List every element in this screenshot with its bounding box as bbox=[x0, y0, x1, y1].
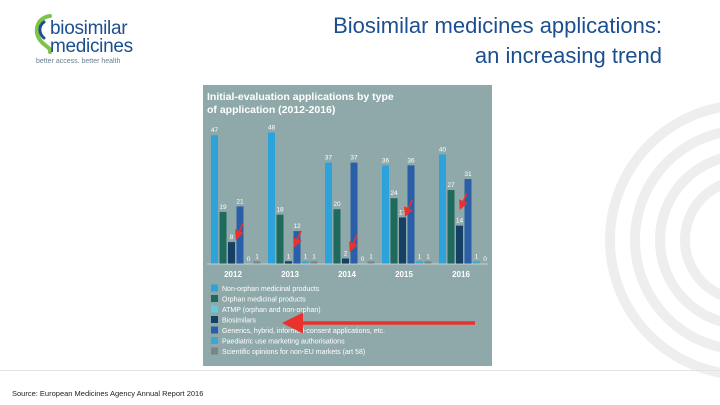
bar-label-2013-s6: 1 bbox=[312, 253, 316, 260]
legend-label-4: Generics, hybrid, informed-consent appli… bbox=[222, 328, 385, 335]
category-label-2013: 2013 bbox=[281, 270, 299, 279]
category-label-2015: 2015 bbox=[395, 270, 413, 279]
bar-label-2015-s3: 17 bbox=[399, 209, 407, 216]
legend-label-1: Orphan medicinal products bbox=[222, 297, 306, 304]
bar-2015-s0 bbox=[382, 165, 389, 264]
bar-2013-s3 bbox=[285, 261, 292, 264]
legend-swatch-1 bbox=[211, 295, 218, 302]
bar-2012-s6 bbox=[253, 261, 261, 264]
bar-label-2014-s3: 2 bbox=[344, 251, 348, 258]
bar-2015-s6 bbox=[424, 261, 432, 264]
bar-2013-s6 bbox=[310, 261, 318, 264]
legend-swatch-6 bbox=[211, 347, 218, 355]
bar-label-2012-s5: 0 bbox=[247, 256, 251, 263]
bar-label-2012-s1: 19 bbox=[219, 204, 227, 211]
legend-label-5: Paediatric use marketing authorisations bbox=[222, 339, 345, 346]
bar-label-2015-s6: 1 bbox=[426, 253, 430, 260]
logo-text-medicines: medicines bbox=[50, 36, 133, 57]
slide-title-line1: Biosimilar medicines applications: bbox=[333, 13, 662, 38]
bar-2014-s4 bbox=[350, 162, 358, 264]
bar-2016-s4 bbox=[464, 179, 472, 264]
bar-label-2014-s4: 37 bbox=[350, 155, 358, 162]
bar-label-2016-s0: 40 bbox=[439, 146, 447, 153]
bar-2015-s4 bbox=[407, 165, 415, 264]
source-note: Source: European Medicines Agency Annual… bbox=[12, 389, 204, 398]
decorative-rings bbox=[605, 102, 720, 378]
legend-label-6: Scientific opinions for non-EU markets (… bbox=[222, 349, 365, 356]
logo-tagline: better access. better health bbox=[36, 58, 121, 65]
bar-label-2016-s5: 1 bbox=[475, 253, 479, 260]
bar-label-2014-s5: 0 bbox=[361, 256, 365, 263]
bar-label-2014-s0: 37 bbox=[325, 155, 333, 162]
bar-label-2013-s1: 18 bbox=[276, 207, 284, 214]
category-label-2014: 2014 bbox=[338, 270, 356, 279]
bar-label-2015-s5: 1 bbox=[418, 253, 422, 260]
bar-label-2016-s4: 31 bbox=[464, 171, 472, 178]
footer-divider bbox=[0, 370, 720, 371]
bar-2013-s1 bbox=[276, 214, 284, 264]
bar-label-2016-s1: 27 bbox=[447, 182, 455, 189]
annotation-arrow-4 bbox=[459, 192, 468, 210]
bar-label-2012-s6: 1 bbox=[255, 253, 259, 260]
bar-2012-s3 bbox=[228, 242, 235, 264]
bar-2014-s0 bbox=[325, 162, 332, 264]
bar-label-2012-s4: 21 bbox=[236, 198, 244, 205]
bar-2014-s3 bbox=[342, 258, 349, 264]
legend-swatch-3 bbox=[211, 316, 218, 323]
bar-2013-s0 bbox=[268, 132, 275, 264]
bar-label-2014-s1: 20 bbox=[333, 201, 341, 208]
bar-2016-s1 bbox=[447, 190, 455, 264]
bar-2013-s5 bbox=[302, 261, 309, 264]
bar-label-2013-s4: 12 bbox=[293, 223, 301, 230]
slide-title-line2: an increasing trend bbox=[474, 43, 662, 68]
legend-swatch-0 bbox=[211, 284, 218, 292]
logo: biosimilar medicines better access. bett… bbox=[30, 10, 150, 65]
chart-title: Initial-evaluation applications by type … bbox=[207, 91, 397, 116]
bar-2016-s0 bbox=[439, 154, 446, 264]
category-label-2016: 2016 bbox=[452, 270, 470, 279]
category-label-2012: 2012 bbox=[224, 270, 242, 279]
bar-label-2012-s3: 8 bbox=[230, 234, 234, 241]
bar-label-2013-s3: 1 bbox=[287, 253, 291, 260]
bar-2012-s0 bbox=[211, 135, 218, 264]
bar-chart: Initial-evaluation applications by type … bbox=[203, 85, 492, 366]
legend-swatch-4 bbox=[211, 326, 218, 334]
bar-label-2013-s5: 1 bbox=[304, 253, 308, 260]
bar-label-2015-s0: 36 bbox=[382, 157, 390, 164]
bar-2015-s3 bbox=[399, 217, 406, 264]
legend-label-2: ATMP (orphan and non-orphan) bbox=[222, 307, 321, 314]
bar-label-2016-s6: 0 bbox=[483, 256, 487, 263]
bar-2016-s5 bbox=[473, 261, 480, 264]
bar-label-2012-s0: 47 bbox=[211, 127, 219, 134]
bar-2016-s3 bbox=[456, 225, 463, 264]
bar-label-2015-s1: 24 bbox=[390, 190, 398, 197]
bar-2012-s1 bbox=[219, 211, 227, 264]
bar-2015-s5 bbox=[416, 261, 423, 264]
bar-2015-s1 bbox=[390, 198, 398, 264]
annotation-arrow-1 bbox=[293, 230, 302, 248]
annotation-arrow-0 bbox=[235, 222, 244, 240]
bar-label-2014-s6: 1 bbox=[369, 253, 373, 260]
bar-label-2015-s4: 36 bbox=[407, 157, 415, 164]
bar-label-2016-s3: 14 bbox=[456, 218, 464, 225]
logo-swirl-icon bbox=[34, 14, 53, 54]
slide-title: Biosimilar medicines applications: an in… bbox=[333, 11, 662, 71]
annotation-arrow-2 bbox=[349, 234, 358, 252]
legend-swatch-5 bbox=[211, 337, 218, 344]
bar-2014-s1 bbox=[333, 209, 341, 264]
legend-swatch-2 bbox=[211, 305, 218, 313]
legend-label-0: Non-orphan medicinal products bbox=[222, 286, 320, 293]
bar-label-2013-s0: 48 bbox=[268, 124, 276, 131]
annotation-arrow-3 bbox=[404, 199, 413, 217]
bar-2014-s6 bbox=[367, 261, 375, 264]
legend-label-3: Biosimilars bbox=[222, 318, 256, 325]
logo-text-biosimilar: biosimilar bbox=[50, 18, 128, 39]
